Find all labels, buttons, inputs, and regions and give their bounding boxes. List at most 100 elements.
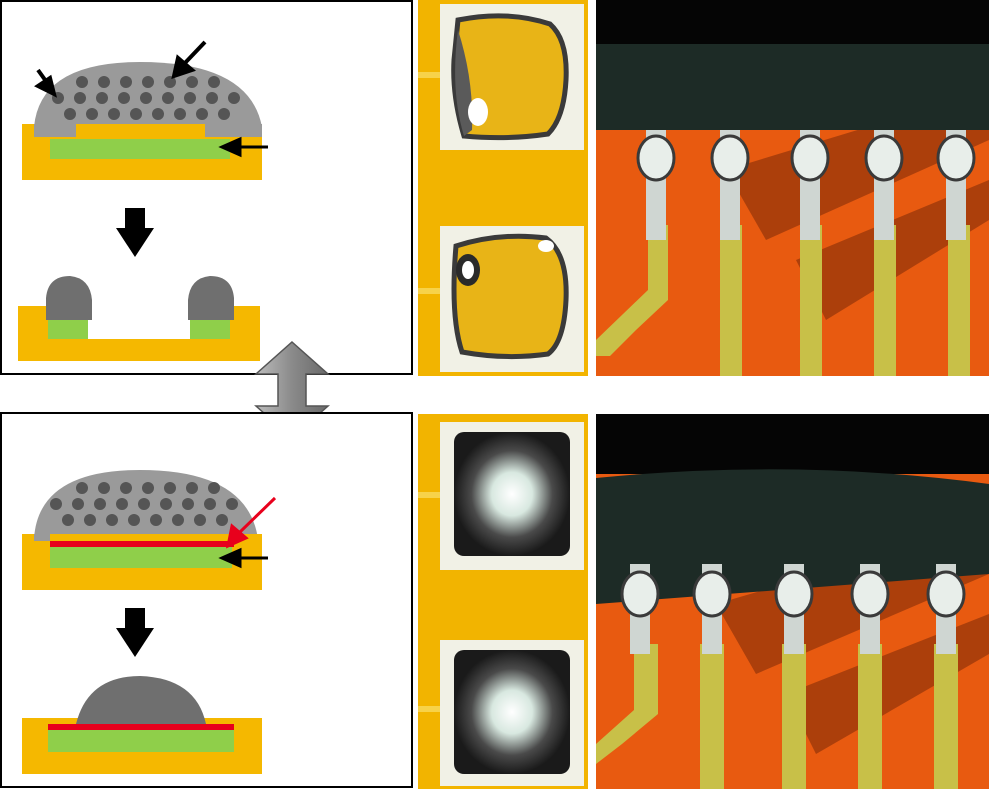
- schematic-panel-bottom: [0, 412, 414, 789]
- solder-particle: [138, 498, 150, 510]
- traces: [596, 225, 970, 376]
- solder-joint: [76, 676, 206, 724]
- lead-solder: [692, 570, 732, 618]
- solder-particle: [150, 514, 162, 526]
- solder-particle: [172, 514, 184, 526]
- solder-fill: [454, 432, 570, 556]
- solder-particle: [186, 76, 198, 88]
- solder-particle: [98, 482, 110, 494]
- solder-particle: [142, 482, 154, 494]
- paste-left-fill: [34, 534, 50, 541]
- lead-solder: [936, 134, 976, 182]
- solder-particles: [50, 482, 238, 526]
- schematic-panel-top: [0, 0, 414, 376]
- solder-particle: [98, 76, 110, 88]
- schematic-bottom-svg: [0, 412, 413, 788]
- solder-particle: [72, 498, 84, 510]
- barrier-layer: [50, 541, 234, 547]
- solder-particle: [218, 108, 230, 120]
- substrate-cavity: [88, 306, 190, 339]
- lead-solder: [926, 570, 966, 618]
- solder-particle: [94, 498, 106, 510]
- solder-particle: [194, 514, 206, 526]
- solder-pad: [50, 139, 230, 159]
- down-arrow-icon: [116, 608, 154, 657]
- chip-body: [596, 0, 989, 48]
- solder-particle: [162, 92, 174, 104]
- solder-particle: [140, 92, 152, 104]
- solder-particle: [226, 498, 238, 510]
- solder-particle: [128, 514, 140, 526]
- solder-pad: [50, 547, 232, 568]
- solder-particle: [76, 76, 88, 88]
- solder-ball-left: [46, 276, 92, 320]
- solder-particle: [204, 498, 216, 510]
- chip-mold: [596, 44, 989, 130]
- solder-particle: [120, 76, 132, 88]
- lead-solder: [636, 134, 676, 182]
- paste-left-fill: [34, 124, 76, 137]
- solder-particle: [228, 92, 240, 104]
- leads: [620, 564, 966, 654]
- pad-result: [48, 730, 234, 752]
- solder-particle: [76, 482, 88, 494]
- traces: [596, 644, 958, 789]
- micrograph-pads-top: [418, 0, 588, 376]
- lead-solder: [774, 570, 814, 618]
- solder-particle: [160, 498, 172, 510]
- solder-particle: [142, 76, 154, 88]
- arrow-barrier: [225, 496, 277, 549]
- solder-particle: [182, 498, 194, 510]
- leads: [636, 130, 976, 240]
- barrier-layer-result: [48, 724, 234, 730]
- arrow-paste-left: [34, 68, 57, 98]
- chip-mold: [596, 469, 989, 604]
- solder-particle: [106, 514, 118, 526]
- solder-particle: [206, 92, 218, 104]
- solder-particle: [208, 482, 220, 494]
- solder-particle: [186, 482, 198, 494]
- solder-particle: [184, 92, 196, 104]
- pad-left-result: [48, 320, 88, 339]
- pad-right-result: [190, 320, 230, 339]
- solder-particle: [74, 92, 86, 104]
- lead-solder: [864, 134, 904, 182]
- solder-particle: [208, 76, 220, 88]
- solder-particle: [50, 498, 62, 510]
- solder-particle: [152, 108, 164, 120]
- lead-solder: [620, 570, 660, 618]
- arrow-pad: [218, 547, 268, 569]
- wetting-edge: [455, 30, 473, 136]
- solder-particle: [62, 514, 74, 526]
- schematic-top-svg: [0, 0, 413, 375]
- micrograph-leads-bottom: [596, 414, 989, 789]
- paste-right-fill: [205, 124, 262, 137]
- solder-particle: [164, 482, 176, 494]
- solder-fill: [454, 650, 570, 774]
- micrograph-pads-bottom: [418, 414, 588, 789]
- solder-ball-right: [188, 276, 234, 320]
- arrow-pad: [218, 136, 268, 158]
- solder-particle: [196, 108, 208, 120]
- solder-particle: [130, 108, 142, 120]
- solder-particle: [84, 514, 96, 526]
- solder-particle: [164, 76, 176, 88]
- micrograph-leads-top: [596, 0, 989, 376]
- solder-particles: [52, 76, 240, 120]
- lead-solder: [710, 134, 750, 182]
- solder-particle: [116, 498, 128, 510]
- solder-blob: [451, 233, 569, 360]
- arrow-particle: [171, 40, 207, 80]
- solder-particle: [118, 92, 130, 104]
- down-arrow-icon: [116, 208, 154, 257]
- solder-particle: [216, 514, 228, 526]
- solder-particle: [86, 108, 98, 120]
- solder-particle: [174, 108, 186, 120]
- solder-particle: [96, 92, 108, 104]
- lead-solder: [850, 570, 890, 618]
- lead-solder: [790, 134, 830, 182]
- solder-particle: [108, 108, 120, 120]
- solder-particle: [120, 482, 132, 494]
- chip-body: [596, 414, 989, 474]
- solder-particle: [64, 108, 76, 120]
